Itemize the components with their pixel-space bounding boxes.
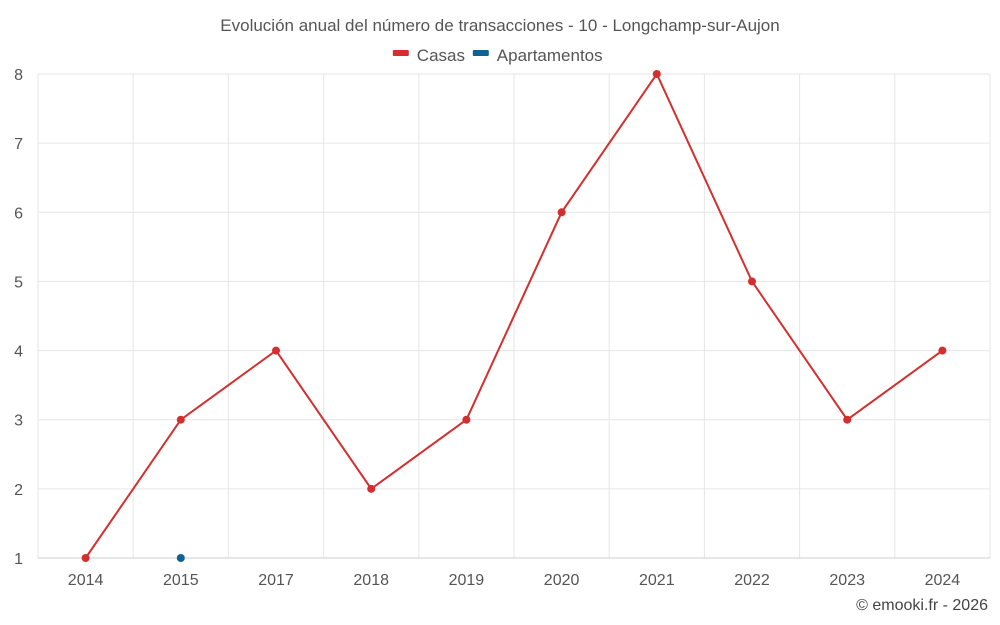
x-tick-label: 2015 xyxy=(163,572,199,589)
axis-ticks: 1 2 3 4 5 6 7 8 2014 2015 2017 2018 2019 2020 2021 2022… xyxy=(14,67,960,589)
x-tick-label: 2018 xyxy=(353,572,389,589)
credit-text: © emooki.fr - 2026 xyxy=(856,597,988,614)
data-point[interactable] xyxy=(176,415,185,424)
x-tick-label: 2017 xyxy=(258,572,294,589)
legend-item-apartamentos[interactable]: Apartamentos xyxy=(472,46,603,65)
x-tick-label: 2022 xyxy=(734,572,770,589)
legend: Casas Apartamentos xyxy=(392,46,603,65)
y-tick-label: 6 xyxy=(14,205,23,222)
data-point[interactable] xyxy=(652,70,661,78)
legend-label: Casas xyxy=(417,46,465,65)
data-point[interactable] xyxy=(557,208,566,217)
data-point[interactable] xyxy=(81,554,90,562)
y-tick-label: 2 xyxy=(14,482,23,499)
y-tick-label: 8 xyxy=(14,67,23,84)
legend-swatch xyxy=(392,50,409,56)
y-tick-label: 3 xyxy=(14,413,23,430)
data-point[interactable] xyxy=(748,277,756,286)
x-tick-label: 2021 xyxy=(639,572,675,589)
legend-label: Apartamentos xyxy=(497,46,603,65)
legend-item-casas[interactable]: Casas xyxy=(392,46,465,65)
y-tick-label: 7 xyxy=(14,136,23,153)
x-tick-label: 2024 xyxy=(925,572,961,589)
y-tick-label: 4 xyxy=(14,344,23,361)
x-tick-label: 2023 xyxy=(829,572,865,589)
series-apartamentos xyxy=(176,554,185,562)
data-point[interactable] xyxy=(843,415,852,424)
data-point[interactable] xyxy=(938,346,947,355)
series-layer xyxy=(81,70,947,562)
x-tick-label: 2020 xyxy=(544,572,580,589)
data-point[interactable] xyxy=(462,415,471,424)
data-point[interactable] xyxy=(176,554,185,562)
x-tick-label: 2019 xyxy=(449,572,485,589)
legend-swatch xyxy=(472,50,489,56)
data-point[interactable] xyxy=(272,346,280,355)
series-casas xyxy=(81,70,947,562)
chart-title: Evolución anual del número de transaccio… xyxy=(220,16,779,35)
y-tick-label: 5 xyxy=(14,274,23,291)
data-point[interactable] xyxy=(367,484,376,493)
x-tick-label: 2014 xyxy=(68,572,104,589)
series-line xyxy=(84,71,943,559)
y-tick-label: 1 xyxy=(14,551,23,568)
